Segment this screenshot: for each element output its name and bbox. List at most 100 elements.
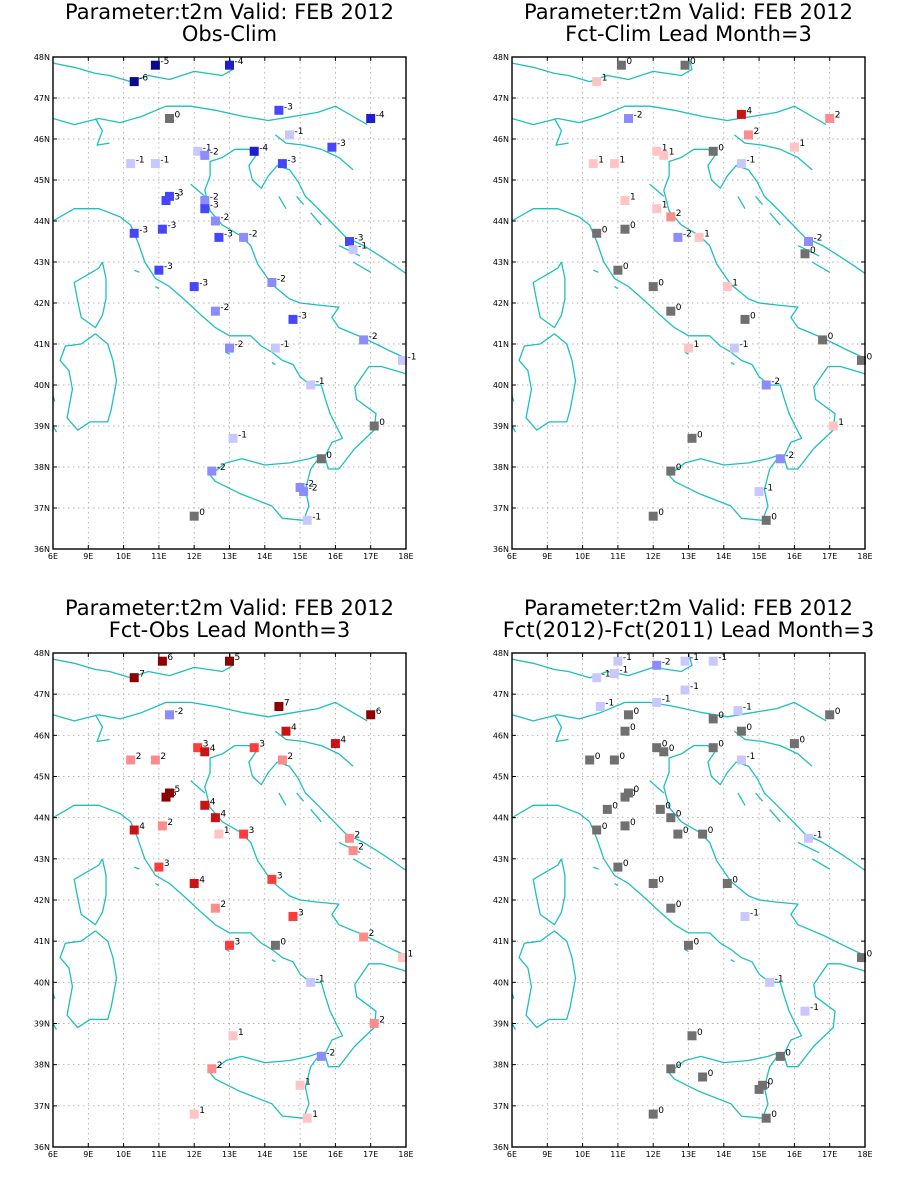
station-value-label: -1 [358, 242, 367, 252]
station-value-label: -3 [287, 156, 296, 166]
station-marker [708, 656, 718, 666]
station-marker [648, 511, 658, 521]
station-value-label: -1 [718, 653, 727, 663]
lat-tick-label: 36N [34, 545, 50, 554]
coastline-segment [53, 57, 234, 83]
station-value-label: 0 [630, 221, 636, 231]
station-value-label: -6 [139, 74, 148, 84]
station-marker [758, 1080, 768, 1090]
lat-tick-label: 44N [493, 814, 509, 823]
station-value-label: -1 [743, 703, 752, 713]
coastline-segment [614, 286, 619, 290]
station-marker [189, 282, 199, 292]
station-value-label: 1 [799, 139, 805, 149]
lon-tick-label: 6E [507, 1150, 517, 1159]
lon-tick-label: 14E [716, 1150, 731, 1159]
station-value-label: 1 [619, 156, 625, 166]
lat-tick-label: 40N [34, 381, 50, 390]
station-marker [624, 710, 633, 720]
station-marker [680, 685, 690, 695]
station-marker [398, 953, 407, 963]
coastline-segment [133, 269, 140, 273]
station-marker [249, 743, 259, 753]
station-value-label: -1 [316, 377, 325, 387]
station-marker [189, 511, 199, 521]
station-value-label: -2 [175, 707, 184, 717]
station-value-label: 0 [658, 508, 664, 518]
station-value-label: 4 [220, 810, 226, 820]
coastline-segment [53, 804, 406, 1068]
axis-ticks: 6E 9E 10E 11E 12E 13E 14E 15E 16E 17E 18E 36N 37N 38N… [493, 53, 873, 561]
lon-tick-label: 12E [646, 1150, 661, 1159]
station-value-label: -1 [739, 340, 748, 350]
station-value-label: -1 [295, 127, 304, 137]
station-value-label: -1 [764, 484, 773, 494]
station-marker [609, 755, 619, 765]
lat-tick-label: 48N [493, 53, 509, 62]
station-marker [800, 249, 810, 259]
station-value-label: -3 [355, 234, 364, 244]
station-marker [673, 232, 683, 242]
coastline-segment [668, 454, 781, 521]
station-marker [620, 726, 630, 736]
station-value-label: 3 [298, 909, 304, 919]
station-value-label: 1 [732, 279, 738, 289]
station-marker [165, 710, 174, 720]
lat-tick-label: 46N [493, 731, 509, 740]
station-marker [210, 216, 220, 226]
lat-tick-label: 38N [493, 1061, 509, 1070]
station-marker [652, 204, 662, 214]
coastline-segment [512, 105, 827, 126]
coastline-segment [668, 1051, 781, 1119]
coastline-segment [663, 744, 865, 957]
lon-tick-label: 17E [822, 1150, 837, 1159]
station-value-label: -2 [305, 480, 314, 490]
station-marker [345, 237, 354, 246]
lon-tick-label: 14E [716, 552, 731, 561]
station-marker [595, 702, 605, 711]
station-value-label: 0 [799, 736, 805, 746]
lat-tick-label: 45N [34, 176, 50, 185]
lat-tick-label: 41N [34, 937, 50, 946]
station-marker [126, 159, 136, 169]
lat-tick-label: 47N [34, 94, 50, 103]
lat-tick-label: 44N [493, 217, 509, 226]
station-marker [825, 710, 835, 720]
station-marker [680, 60, 690, 70]
lat-tick-label: 44N [34, 814, 50, 823]
coastline-segment [512, 804, 865, 1068]
lat-tick-label: 36N [493, 545, 509, 554]
coastline-segment [663, 148, 865, 360]
lon-tick-label: 16E [787, 1150, 802, 1159]
station-value-label: 1 [669, 147, 675, 157]
lon-tick-label: 18E [398, 552, 413, 561]
lat-tick-label: 40N [34, 978, 50, 987]
station-value-label: 2 [355, 830, 361, 840]
lon-tick-label: 14E [257, 552, 272, 561]
station-value-label: 2 [379, 1016, 385, 1026]
station-value-label: -2 [235, 340, 244, 350]
station-value-label: -2 [220, 213, 229, 223]
station-value-label: 7 [139, 670, 145, 680]
lat-tick-label: 46N [34, 731, 50, 740]
station-value-label: 1 [630, 193, 636, 203]
coastline-segment [730, 361, 735, 366]
station-value-label: 0 [280, 937, 286, 947]
station-value-label: -3 [210, 201, 219, 211]
station-marker [225, 60, 234, 70]
station-marker [277, 755, 287, 765]
station-value-label: 0 [602, 225, 608, 235]
station-value-label: 0 [676, 810, 682, 820]
station-marker [348, 846, 358, 856]
station-marker [330, 739, 340, 749]
coastline-segment [53, 991, 56, 999]
lat-tick-label: 46N [493, 135, 509, 144]
station-marker [157, 656, 167, 666]
station-value-label: 6 [376, 707, 382, 717]
lat-tick-label: 45N [493, 773, 509, 782]
lon-tick-label: 18E [857, 552, 872, 561]
lat-tick-label: 39N [34, 1020, 50, 1029]
station-marker [150, 60, 160, 70]
station-value-label: -2 [309, 484, 318, 494]
